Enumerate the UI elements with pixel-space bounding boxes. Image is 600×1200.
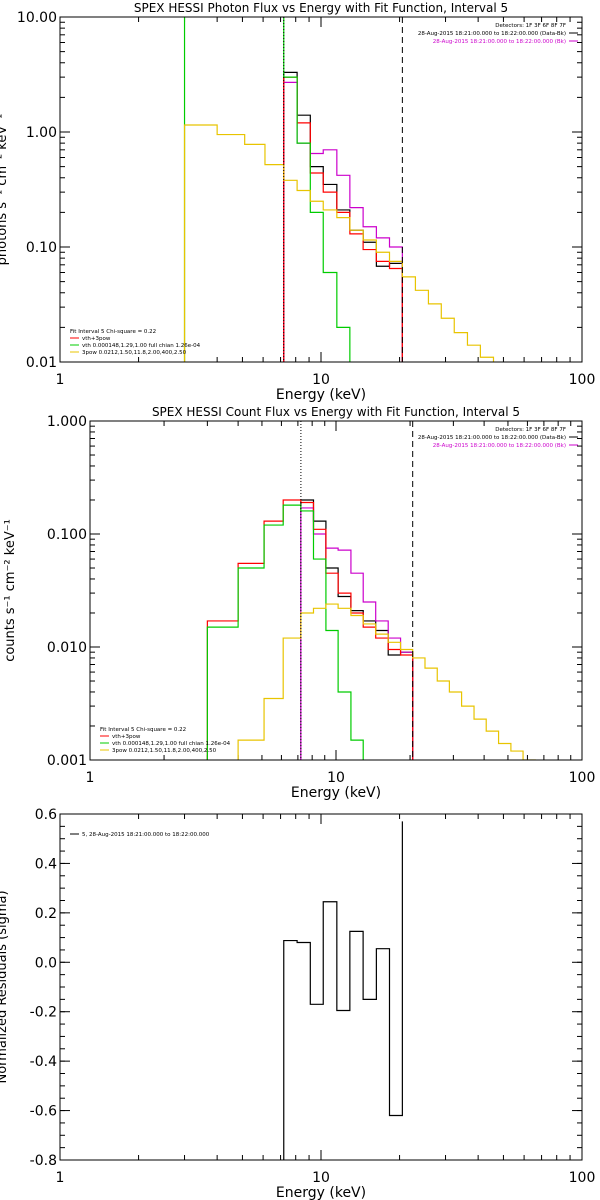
legend-header: Fit Interval 5 Chi-square = 0.22 (100, 727, 186, 733)
y-tick-label: -0.6 (30, 1104, 57, 1120)
legend-item: 5, 28-Aug-2015 18:21:00.000 to 18:22:00.… (82, 832, 210, 838)
chart-title: SPEX HESSI Count Flux vs Energy with Fit… (152, 405, 520, 419)
y-tick-label: 1.00 (26, 125, 57, 141)
legend-item: 3pow 0.0212,1.50,11.8,2.00,400,2.50 (82, 350, 187, 356)
x-tick-label: 100 (569, 770, 596, 786)
series-line-5 (183, 124, 495, 362)
x-tick-label: 10 (312, 372, 330, 388)
y-tick-label: 0.6 (35, 807, 57, 823)
y-tick-label: 0.001 (47, 753, 87, 769)
chart-panel-1: SPEX HESSI Photon Flux vs Energy with Fi… (0, 1, 596, 403)
series-line-2 (283, 81, 403, 362)
y-tick-label: 0.2 (35, 906, 57, 922)
legend-item: vth 0.000148,1.29,1.00 full chian 1.26e-… (82, 343, 201, 349)
info-text: Detectors: 1F 3F 6F 8F 7F (495, 23, 566, 29)
chart-title: SPEX HESSI Photon Flux vs Energy with Fi… (134, 1, 508, 15)
x-axis-label: Energy (keV) (276, 387, 366, 403)
y-tick-label: -0.2 (30, 1005, 57, 1021)
x-tick-label: 1 (56, 372, 65, 388)
y-axis-label: counts s⁻¹ cm⁻² keV⁻¹ (3, 519, 18, 662)
series-group (183, 17, 495, 362)
x-axis-label: Energy (keV) (291, 785, 381, 801)
y-tick-label: -0.4 (30, 1054, 57, 1070)
series-group (206, 499, 536, 760)
series-line-3 (283, 76, 403, 362)
y-tick-label: 0.010 (47, 640, 87, 656)
legend-header: Fit Interval 5 Chi-square = 0.22 (70, 329, 156, 335)
y-tick-label: 0.4 (35, 856, 57, 872)
info-text: 28-Aug-2015 18:21:00.000 to 18:22:00.000… (433, 39, 566, 45)
series-line-5 (237, 603, 536, 760)
y-tick-label: 10.00 (17, 10, 57, 26)
legend-item: 3pow 0.0212,1.50,11.8,2.00,400,2.50 (112, 748, 217, 754)
y-tick-label: 0.10 (26, 240, 57, 256)
y-tick-label: 1.000 (47, 414, 87, 430)
x-tick-label: 1 (86, 770, 95, 786)
info-text: 28-Aug-2015 18:21:00.000 to 18:22:00.000… (433, 443, 566, 449)
y-axis-label: Normalized Residuals (sigma) (0, 890, 10, 1083)
series-line-1 (300, 499, 414, 760)
plot-frame (59, 16, 583, 363)
info-text: 28-Aug-2015 18:21:00.000 to 18:22:00.000… (418, 435, 566, 441)
x-tick-label: 10 (312, 1170, 330, 1186)
plot-frame (89, 420, 583, 761)
y-tick-label: 0.100 (47, 527, 87, 543)
series-line-1 (283, 71, 403, 362)
y-tick-label: 0.0 (35, 955, 57, 971)
series-line-1 (283, 821, 403, 1160)
plot-frame (59, 813, 583, 1161)
legend-item: vth+3pow (112, 734, 141, 740)
y-tick-label: -0.8 (30, 1153, 57, 1169)
info-text: 28-Aug-2015 18:21:00.000 to 18:22:00.000… (418, 31, 566, 37)
info-text: Detectors: 1F 3F 6F 8F 7F (495, 427, 566, 433)
x-tick-label: 100 (569, 1170, 596, 1186)
legend-item: vth+3pow (82, 336, 111, 342)
legend-item: vth 0.000148,1.29,1.00 full chian 1.26e-… (112, 741, 231, 747)
series-line-4 (183, 17, 351, 362)
series-line-4 (206, 504, 364, 760)
x-tick-label: 10 (327, 770, 345, 786)
chart-panel-3: Energy (keV) Normalized Residuals (sigma)… (0, 807, 595, 1200)
series-group (283, 821, 403, 1160)
y-tick-label: 0.01 (26, 355, 57, 371)
chart-panel-2: SPEX HESSI Count Flux vs Energy with Fit… (3, 405, 595, 801)
series-line-2 (300, 507, 414, 760)
y-axis-label: photons s⁻¹ cm⁻² keV⁻¹ (0, 114, 10, 266)
x-tick-label: 1 (56, 1170, 65, 1186)
x-tick-label: 100 (569, 372, 596, 388)
x-axis-label: Energy (keV) (276, 1185, 366, 1200)
